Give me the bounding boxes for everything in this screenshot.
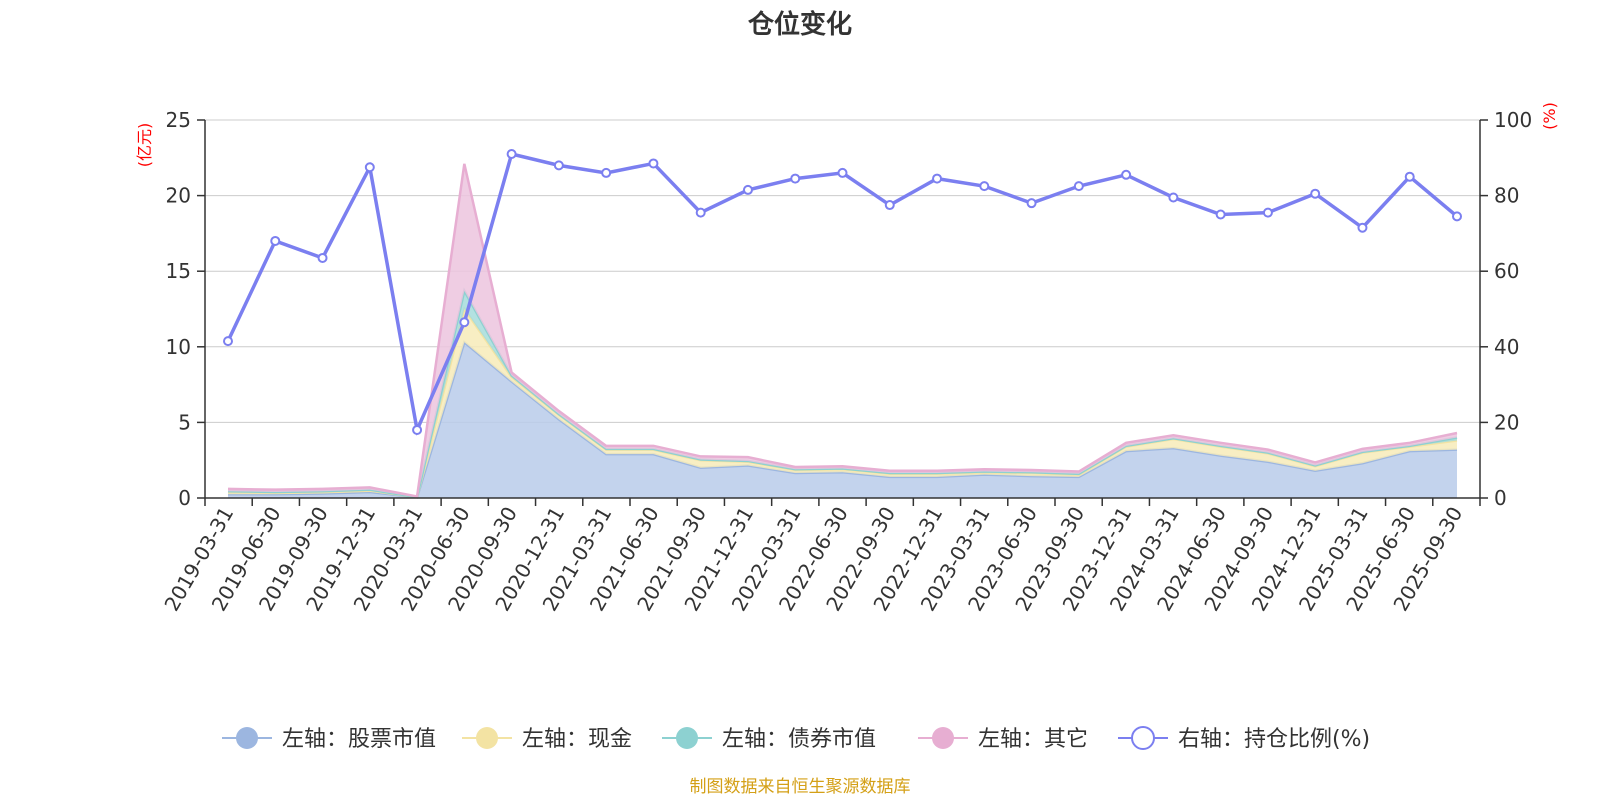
line-point bbox=[459, 317, 470, 328]
right-y-tick-label: 80 bbox=[1494, 184, 1519, 208]
line-point bbox=[223, 336, 233, 347]
legend-label: 左轴：债券市值 bbox=[722, 727, 876, 752]
line-point bbox=[1452, 211, 1462, 222]
legend-item[interactable]: 左轴：现金 bbox=[462, 727, 632, 752]
legend-label: 左轴：股票市值 bbox=[282, 727, 436, 752]
grid-lines bbox=[205, 119, 1480, 423]
legend-label: 左轴：现金 bbox=[522, 727, 632, 752]
line-point bbox=[648, 158, 659, 169]
line-point bbox=[979, 181, 990, 192]
line-point bbox=[1073, 181, 1084, 192]
left-y-tick-label: 25 bbox=[166, 108, 191, 132]
legend-item[interactable]: 左轴：其它 bbox=[918, 727, 1088, 752]
right-y-tick-label: 0 bbox=[1494, 486, 1507, 510]
legend-marker-icon bbox=[476, 727, 498, 749]
line-point bbox=[1168, 192, 1179, 203]
axes bbox=[204, 120, 1481, 499]
line-point bbox=[837, 167, 848, 178]
data-source-note: 制图数据来自恒生聚源数据库 bbox=[690, 777, 911, 797]
legend-marker-icon bbox=[676, 727, 698, 749]
line-point bbox=[790, 173, 801, 184]
legend-marker-icon bbox=[236, 727, 258, 749]
stacked-areas bbox=[227, 163, 1458, 499]
left-y-tick-label: 5 bbox=[178, 410, 191, 434]
chart-title: 仓位变化 bbox=[747, 9, 852, 40]
position-ratio-line bbox=[223, 149, 1462, 436]
line-point bbox=[317, 252, 328, 263]
line-point bbox=[932, 173, 943, 184]
line-point bbox=[1310, 188, 1321, 199]
line-point bbox=[1357, 222, 1368, 233]
left-y-tick-label: 20 bbox=[166, 184, 191, 208]
right-y-tick-label: 100 bbox=[1494, 108, 1532, 132]
right-y-tick-label: 20 bbox=[1494, 410, 1519, 434]
legend-item[interactable]: 左轴：债券市值 bbox=[662, 727, 876, 752]
legend-marker-icon bbox=[932, 727, 954, 749]
left-y-tick-label: 10 bbox=[166, 335, 191, 359]
legend: 左轴：股票市值 左轴：现金 左轴：债券市值 左轴：其它 右轴：持仓比例(%) bbox=[222, 726, 1370, 752]
right-axis-unit: (%) bbox=[1540, 102, 1559, 130]
left-y-tick-label: 15 bbox=[166, 259, 191, 283]
right-y-tick-label: 40 bbox=[1494, 335, 1519, 359]
legend-marker-icon bbox=[1131, 726, 1155, 750]
legend-item[interactable]: 左轴：股票市值 bbox=[222, 727, 436, 752]
line-point bbox=[270, 235, 281, 246]
line-point bbox=[1404, 171, 1415, 182]
line-point bbox=[742, 184, 753, 195]
line-point bbox=[364, 162, 375, 173]
line-point bbox=[553, 160, 564, 171]
line-point bbox=[601, 167, 612, 178]
line-point bbox=[884, 200, 895, 211]
line-point bbox=[506, 149, 517, 160]
line-point bbox=[1026, 198, 1037, 209]
legend-label: 左轴：其它 bbox=[978, 727, 1088, 752]
area-edge-左轴：其它 bbox=[227, 163, 1458, 498]
left-y-tick-label: 0 bbox=[178, 486, 191, 510]
line-point bbox=[695, 207, 706, 218]
right-y-tick-label: 60 bbox=[1494, 259, 1519, 283]
line-point bbox=[1262, 207, 1273, 218]
legend-item[interactable]: 右轴：持仓比例(%) bbox=[1118, 726, 1370, 752]
line-point bbox=[1215, 209, 1226, 220]
line-point bbox=[412, 424, 423, 435]
area-左轴：股票市值 bbox=[228, 342, 1457, 498]
legend-label: 右轴：持仓比例(%) bbox=[1178, 727, 1370, 752]
line-point bbox=[1121, 169, 1132, 180]
left-axis-unit: (亿元) bbox=[135, 123, 154, 168]
